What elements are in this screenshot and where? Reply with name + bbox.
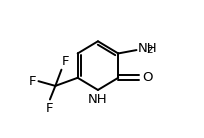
Text: O: O	[143, 71, 153, 84]
Text: NH: NH	[138, 42, 157, 55]
Text: F: F	[62, 55, 70, 68]
Text: F: F	[29, 75, 37, 88]
Text: 2: 2	[146, 45, 153, 55]
Text: F: F	[45, 102, 53, 115]
Text: NH: NH	[88, 93, 108, 106]
